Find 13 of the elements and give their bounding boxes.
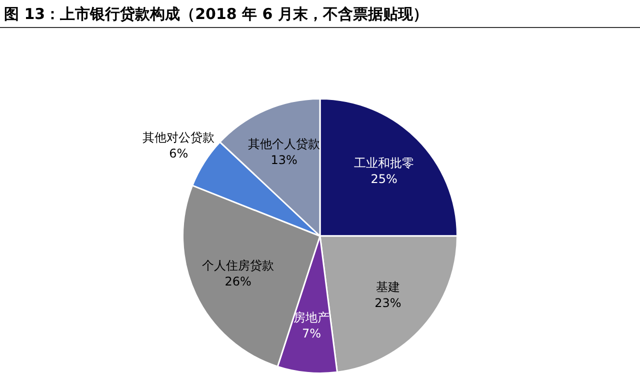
data-label: 6% <box>169 146 188 160</box>
slice-label: 个人住房贷款 <box>202 258 274 273</box>
slice-label: 房地产 <box>293 310 330 324</box>
slice-label: 其他个人贷款 <box>248 136 320 151</box>
data-label: 23% <box>374 296 402 310</box>
data-label: 25% <box>370 172 398 186</box>
data-label: 26% <box>224 274 252 289</box>
data-label: 13% <box>270 152 298 167</box>
slice-label: 其他对公贷款 <box>142 130 215 144</box>
data-label: 7% <box>302 326 321 340</box>
slice-label: 工业和批零 <box>354 156 414 170</box>
chart-title: 图 13：上市银行贷款构成（2018 年 6 月末，不含票据贴现） <box>0 0 640 28</box>
slice-label: 基建 <box>376 280 400 294</box>
